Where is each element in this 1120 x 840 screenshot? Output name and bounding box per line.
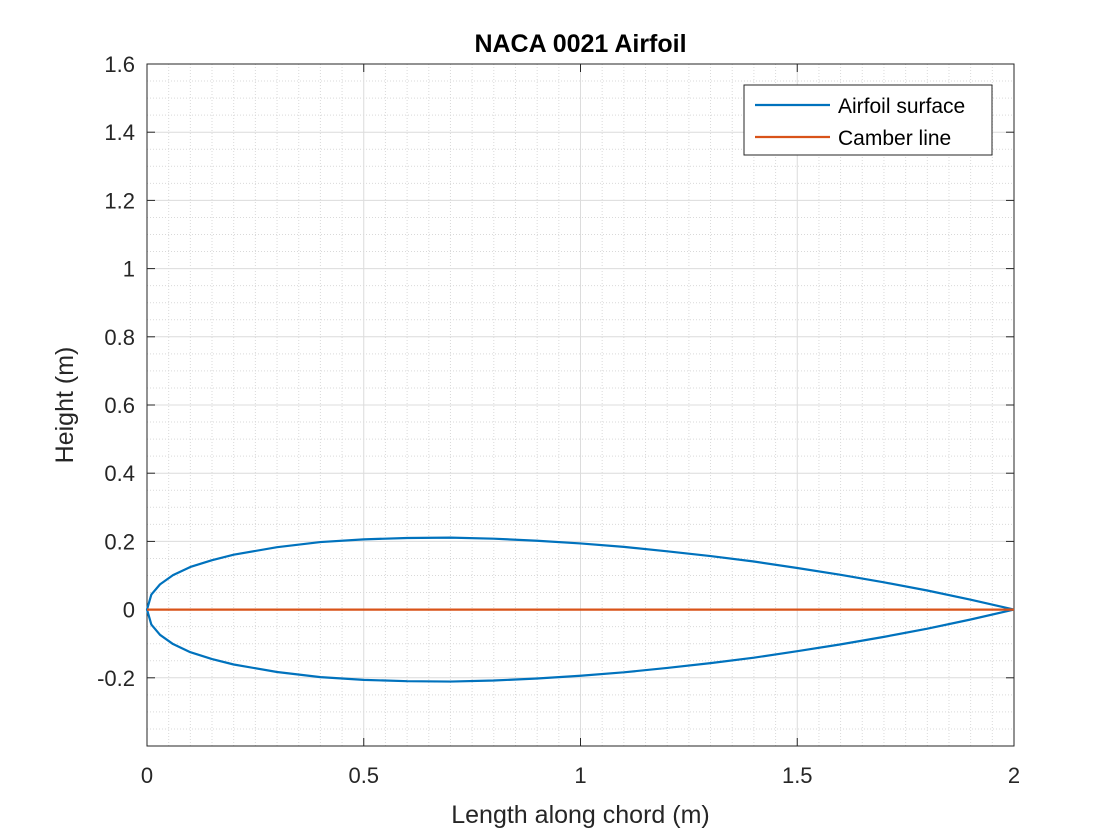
x-axis-label: Length along chord (m) — [451, 801, 709, 829]
y-tick-label: 0.8 — [104, 325, 135, 350]
x-tick-label: 0 — [141, 763, 153, 788]
legend-label-camber-line: Camber line — [838, 127, 951, 150]
x-tick-label: 1.5 — [782, 763, 813, 788]
series-layer — [145, 536, 1015, 683]
y-tick-label: 1.2 — [104, 188, 135, 213]
y-tick-label: 0.6 — [104, 393, 135, 418]
grid — [147, 64, 1014, 746]
y-tick-label: 0.4 — [104, 461, 135, 486]
legend-box — [743, 84, 993, 156]
y-tick-label: 1.6 — [104, 52, 135, 77]
y-axis-label: Height (m) — [51, 347, 79, 464]
legend: Airfoil surface Camber line — [743, 84, 993, 156]
x-tick-label: 1 — [574, 763, 586, 788]
x-tick-label: 2 — [1008, 763, 1020, 788]
y-tick-label: 1 — [123, 257, 135, 282]
y-tick-label: 1.4 — [104, 120, 135, 145]
ticks: 0 0.5 1 1.5 2 -0.2 0 0.2 0.4 0.6 0.8 1 1.2 1.4 1.6 — [97, 52, 1020, 788]
y-tick-label: 0 — [123, 598, 135, 623]
y-tick-label: 0.2 — [104, 529, 135, 554]
x-tick-label: 0.5 — [348, 763, 379, 788]
chart-title: NACA 0021 Airfoil — [474, 30, 686, 58]
y-tick-label: -0.2 — [97, 666, 135, 691]
legend-label-airfoil-surface: Airfoil surface — [838, 95, 965, 118]
